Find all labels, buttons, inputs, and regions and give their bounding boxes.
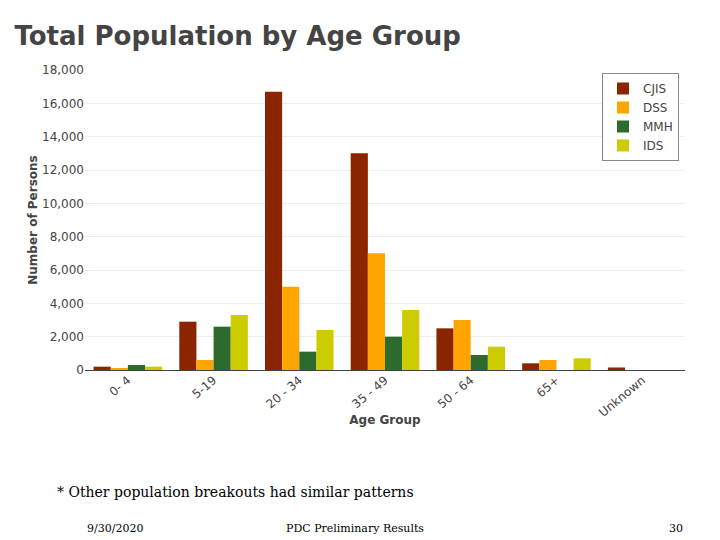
svg-text:9/30/2020: 9/30/2020 <box>87 522 143 535</box>
svg-text:CJIS: CJIS <box>643 82 666 96</box>
svg-text:12,000: 12,000 <box>42 163 84 177</box>
svg-text:14,000: 14,000 <box>42 130 84 144</box>
svg-text:Total Population by Age Group: Total Population by Age Group <box>14 21 461 51</box>
svg-text:6,000: 6,000 <box>50 263 84 277</box>
svg-text:65+: 65+ <box>534 373 562 400</box>
svg-text:50 - 64: 50 - 64 <box>435 373 477 411</box>
svg-text:4,000: 4,000 <box>50 297 84 311</box>
svg-text:DSS: DSS <box>643 101 667 115</box>
svg-text:MMH: MMH <box>643 120 673 134</box>
svg-text:PDC Preliminary Results: PDC Preliminary Results <box>286 522 424 535</box>
svg-text:35 - 49: 35 - 49 <box>349 373 391 411</box>
svg-text:Age Group: Age Group <box>349 413 421 427</box>
svg-text:IDS: IDS <box>643 139 663 153</box>
svg-text:Number of Persons: Number of Persons <box>26 155 40 284</box>
svg-text:10,000: 10,000 <box>42 197 84 211</box>
svg-text:0: 0 <box>76 363 84 377</box>
svg-text:0- 4: 0- 4 <box>107 373 134 399</box>
svg-text:16,000: 16,000 <box>42 97 84 111</box>
svg-text:5-19: 5-19 <box>189 373 219 401</box>
svg-text:8,000: 8,000 <box>50 230 84 244</box>
svg-text:30: 30 <box>669 522 683 535</box>
svg-text:2,000: 2,000 <box>50 330 84 344</box>
svg-text:* Other population breakouts h: * Other population breakouts had similar… <box>57 484 414 500</box>
svg-text:20 - 34: 20 - 34 <box>264 373 306 411</box>
svg-text:18,000: 18,000 <box>42 63 84 77</box>
svg-text:Unknown: Unknown <box>596 373 648 420</box>
